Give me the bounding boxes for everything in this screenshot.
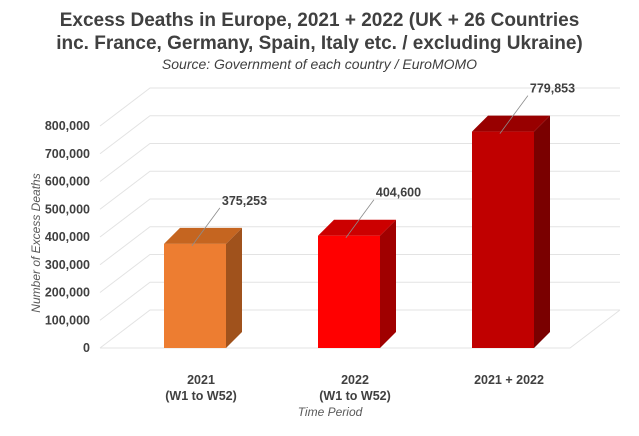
y-tick-label-5: 500,000 (45, 202, 90, 216)
y-tick-label-4: 400,000 (45, 230, 90, 244)
gridline-8 (99, 87, 620, 127)
category-label-1-line-0: 2022 (341, 373, 369, 387)
bar-top-2 (472, 115, 550, 132)
chart-subtitle: Source: Government of each country / Eur… (162, 56, 477, 72)
data-label-0: 375,253 (222, 194, 267, 208)
bar-top-0 (164, 227, 242, 244)
y-tick-label-8: 800,000 (45, 119, 90, 133)
gridline-3 (99, 226, 620, 266)
y-axis-tick-labels: 0 100,000 200,000 300,000 400,000 500,000 600,… (45, 119, 90, 355)
y-axis-title: Number of Excess Deaths (29, 173, 43, 312)
bar-front-0 (164, 243, 226, 348)
bar-0 (164, 227, 242, 348)
gridline-5 (99, 170, 620, 210)
category-label-2-line-0: 2021 + 2022 (474, 373, 544, 387)
gridlines (99, 87, 621, 349)
gridline-2 (99, 254, 620, 293)
x-axis-title: Time Period (298, 405, 363, 419)
bar-2 (472, 115, 550, 348)
bar-side-2 (534, 115, 550, 348)
bar-front-2 (472, 131, 534, 348)
category-label-0-line-1: (W1 to W52) (165, 389, 237, 403)
bar-top-1 (318, 219, 396, 236)
data-label-leader-2 (499, 95, 529, 134)
data-labels: 375,253 404,600 779,853 (191, 82, 575, 247)
y-tick-label-7: 700,000 (45, 147, 90, 161)
category-label-0-line-0: 2021 (187, 373, 215, 387)
chart-title-line-2: inc. France, Germany, Spain, Italy etc. … (56, 33, 583, 54)
data-label-leader-1 (345, 199, 375, 238)
gridline-4 (99, 198, 620, 238)
data-label-leader-0 (191, 207, 221, 247)
x-axis-category-labels: 2021 (W1 to W52) 2022 (W1 to W52) 2021 + 202… (165, 373, 544, 403)
y-tick-label-0: 0 (83, 341, 90, 355)
y-tick-label-1: 100,000 (45, 313, 90, 327)
category-label-1-line-1: (W1 to W52) (319, 389, 391, 403)
bars (164, 115, 550, 348)
bar-1 (318, 219, 396, 348)
y-tick-label-2: 200,000 (45, 286, 90, 300)
floor-edge (100, 309, 621, 349)
gridline-0 (99, 309, 620, 349)
bar-side-0 (226, 227, 242, 348)
y-tick-label-3: 300,000 (45, 258, 90, 272)
data-label-1: 404,600 (376, 186, 421, 200)
data-label-2: 779,853 (530, 82, 575, 96)
gridline-1 (99, 281, 620, 321)
y-tick-label-6: 600,000 (45, 175, 90, 189)
gridline-7 (99, 115, 620, 155)
bar-front-1 (318, 235, 380, 348)
bar-side-1 (380, 219, 396, 348)
chart-title-line-1: Excess Deaths in Europe, 2021 + 2022 (UK… (60, 10, 580, 31)
gridline-6 (99, 143, 620, 182)
